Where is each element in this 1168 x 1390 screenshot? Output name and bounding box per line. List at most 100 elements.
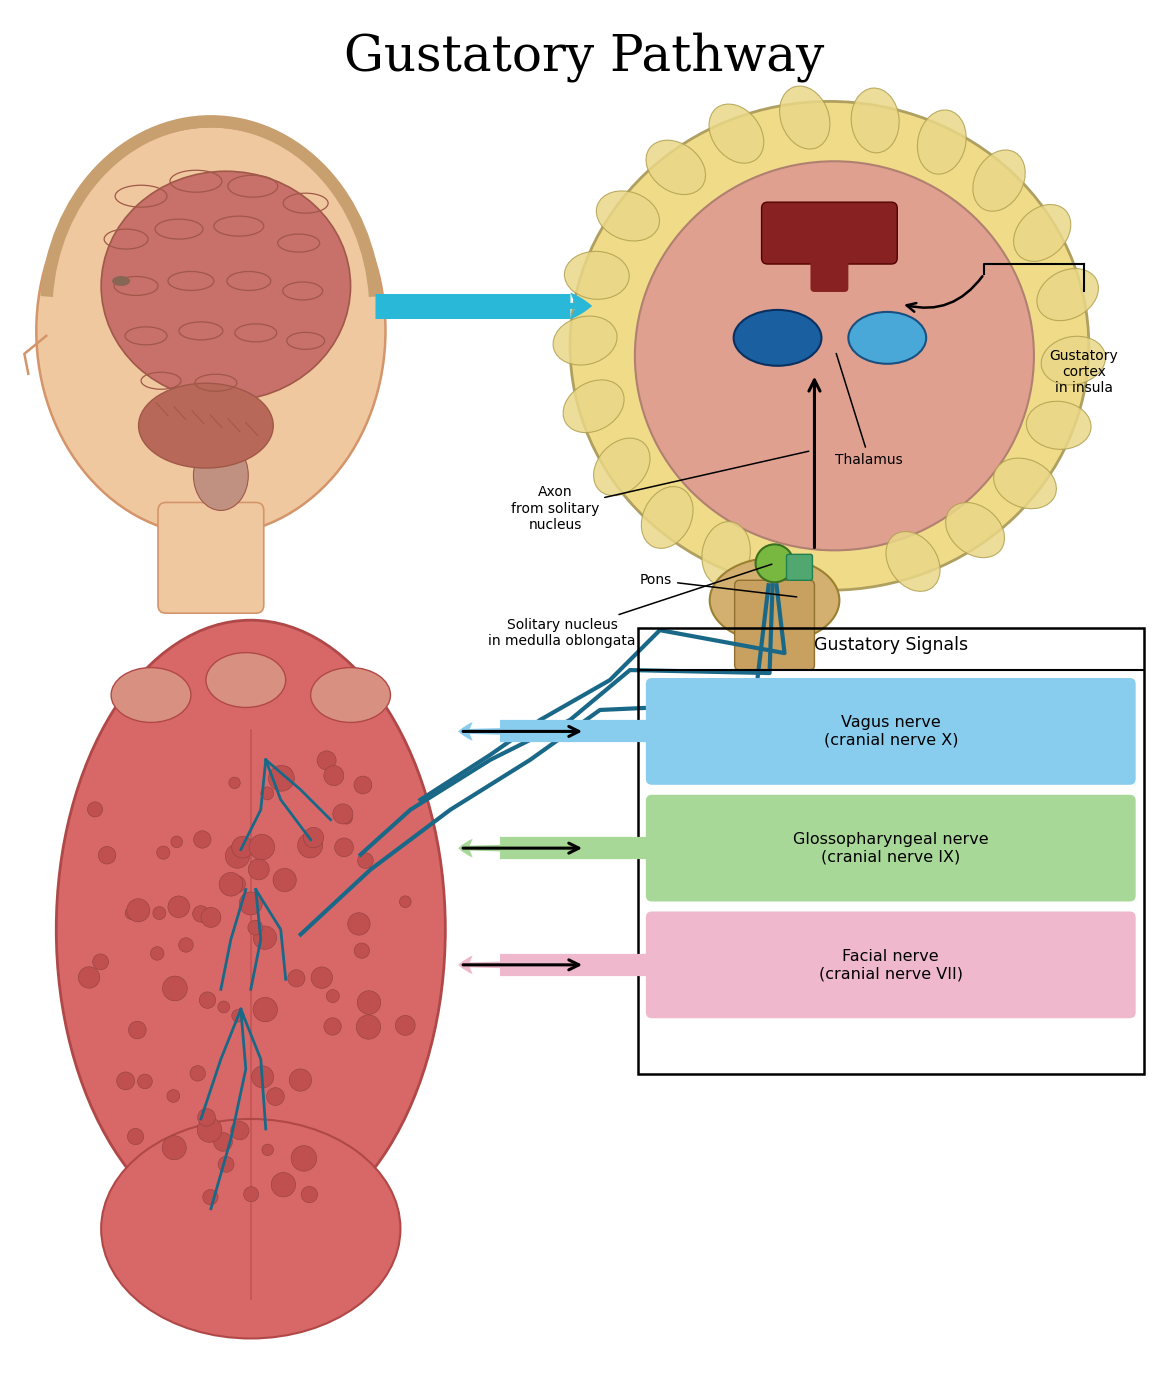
Circle shape — [324, 1017, 341, 1036]
Ellipse shape — [56, 620, 445, 1238]
Ellipse shape — [102, 1119, 401, 1339]
Circle shape — [239, 892, 263, 915]
Ellipse shape — [554, 316, 617, 366]
Ellipse shape — [702, 521, 750, 587]
Circle shape — [201, 908, 221, 927]
Ellipse shape — [206, 652, 286, 708]
Ellipse shape — [946, 503, 1004, 557]
Circle shape — [78, 967, 99, 988]
Circle shape — [333, 803, 353, 824]
Ellipse shape — [887, 531, 940, 591]
Ellipse shape — [311, 667, 390, 723]
Ellipse shape — [597, 190, 660, 240]
Circle shape — [271, 1173, 296, 1197]
Circle shape — [301, 1187, 318, 1202]
Text: Facial nerve
(cranial nerve VII): Facial nerve (cranial nerve VII) — [819, 948, 962, 981]
Circle shape — [151, 947, 164, 960]
Circle shape — [399, 895, 411, 908]
Circle shape — [326, 990, 340, 1002]
Circle shape — [200, 992, 216, 1008]
Circle shape — [253, 926, 277, 949]
Ellipse shape — [570, 101, 1089, 591]
Circle shape — [298, 833, 322, 858]
Circle shape — [357, 853, 374, 869]
Circle shape — [218, 1001, 230, 1013]
Ellipse shape — [194, 441, 249, 510]
Circle shape — [287, 970, 305, 987]
FancyBboxPatch shape — [786, 555, 813, 580]
Circle shape — [260, 787, 273, 799]
Circle shape — [125, 908, 137, 919]
Circle shape — [248, 920, 263, 935]
Text: Vagus nerve
(cranial nerve X): Vagus nerve (cranial nerve X) — [823, 716, 958, 748]
Ellipse shape — [102, 171, 350, 400]
FancyBboxPatch shape — [735, 580, 814, 670]
Ellipse shape — [709, 104, 764, 163]
Text: Axon
from solitary
nucleus: Axon from solitary nucleus — [510, 452, 808, 532]
Ellipse shape — [917, 110, 966, 174]
Circle shape — [128, 1022, 146, 1038]
Circle shape — [291, 1145, 317, 1172]
Circle shape — [117, 1072, 134, 1090]
Circle shape — [92, 954, 109, 970]
Text: Gustatory Pathway: Gustatory Pathway — [343, 32, 825, 82]
FancyBboxPatch shape — [646, 795, 1135, 902]
Circle shape — [138, 1074, 152, 1088]
Ellipse shape — [1037, 268, 1098, 321]
Ellipse shape — [564, 252, 630, 299]
FancyBboxPatch shape — [646, 678, 1135, 785]
Ellipse shape — [36, 126, 385, 535]
Text: Gustatory
cortex
in insula: Gustatory cortex in insula — [1049, 349, 1118, 395]
Circle shape — [214, 1133, 232, 1151]
Ellipse shape — [851, 88, 899, 153]
Circle shape — [157, 847, 169, 859]
Ellipse shape — [734, 310, 821, 366]
FancyBboxPatch shape — [762, 202, 897, 264]
Circle shape — [356, 1015, 381, 1040]
Ellipse shape — [563, 379, 624, 432]
FancyBboxPatch shape — [811, 249, 848, 292]
Circle shape — [249, 859, 270, 880]
Ellipse shape — [1014, 204, 1071, 261]
FancyBboxPatch shape — [158, 502, 264, 613]
Circle shape — [311, 967, 333, 988]
Ellipse shape — [994, 459, 1056, 509]
Circle shape — [220, 873, 243, 897]
Circle shape — [348, 913, 370, 935]
Circle shape — [231, 1009, 244, 1022]
Ellipse shape — [635, 161, 1034, 550]
Circle shape — [167, 1090, 180, 1102]
Circle shape — [197, 1118, 222, 1143]
Circle shape — [171, 835, 182, 848]
Circle shape — [324, 766, 343, 785]
Circle shape — [354, 776, 371, 794]
Circle shape — [273, 869, 297, 891]
Ellipse shape — [112, 277, 130, 286]
Circle shape — [244, 1187, 258, 1202]
Circle shape — [162, 1136, 186, 1159]
Circle shape — [203, 1190, 218, 1205]
Circle shape — [218, 1156, 234, 1172]
Ellipse shape — [102, 261, 211, 500]
Circle shape — [304, 827, 324, 848]
Text: Solitary nucleus
in medulla oblongata: Solitary nucleus in medulla oblongata — [488, 564, 772, 648]
Circle shape — [127, 899, 150, 922]
Circle shape — [162, 976, 187, 1001]
Circle shape — [228, 876, 245, 892]
Text: Thalamus: Thalamus — [835, 353, 903, 467]
Ellipse shape — [710, 557, 840, 642]
Ellipse shape — [1041, 336, 1105, 385]
Ellipse shape — [111, 667, 190, 723]
Ellipse shape — [848, 311, 926, 364]
Text: Gustatory Signals: Gustatory Signals — [814, 637, 968, 655]
Circle shape — [395, 1016, 415, 1036]
Circle shape — [341, 813, 353, 824]
Circle shape — [357, 991, 381, 1015]
Circle shape — [194, 831, 211, 848]
Circle shape — [98, 847, 116, 865]
Circle shape — [251, 1066, 273, 1088]
FancyBboxPatch shape — [646, 912, 1135, 1019]
Ellipse shape — [779, 86, 830, 149]
Ellipse shape — [593, 438, 651, 496]
Circle shape — [266, 1087, 284, 1105]
